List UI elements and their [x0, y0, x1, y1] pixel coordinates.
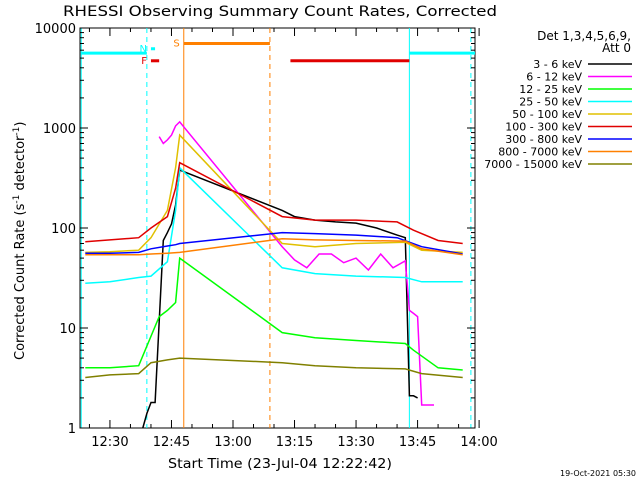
y-axis-label: Corrected Count Rate (s-1 detector-1) — [12, 122, 28, 360]
vertical-markers — [80, 28, 472, 428]
legend-label-7000-15000-kev: 7000 - 15000 keV — [484, 158, 582, 171]
legend-label-100-300-kev: 100 - 300 keV — [505, 121, 582, 134]
series-line-50-100-kev — [85, 133, 463, 254]
legend-label-3-6-kev: 3 - 6 keV — [533, 58, 582, 71]
chart-title: RHESSI Observing Summary Count Rates, Co… — [63, 4, 497, 20]
y-tick-label: 100 — [51, 222, 76, 237]
series-line-800-7000-kev — [85, 238, 463, 256]
x-tick-label: 13:45 — [399, 435, 436, 450]
annotation-label-s: S — [173, 38, 179, 49]
x-axis: 12:30 12:45 13:00 13:15 13:30 13:45 14:00 — [88, 28, 498, 450]
series-line-7000-15000-kev — [85, 357, 463, 379]
legend-header-line-1: Det 1,3,4,5,6,9, — [537, 29, 631, 43]
y-tick-label: 10000 — [35, 22, 76, 37]
legend-label-25-50-kev: 25 - 50 keV — [519, 96, 582, 109]
series-layer — [85, 120, 463, 429]
legend-label-6-12-kev: 6 - 12 keV — [526, 71, 582, 84]
y-tick-label: 1000 — [43, 122, 76, 137]
series-line-300-800-kev — [85, 231, 463, 255]
series-line-100-300-kev — [85, 161, 463, 245]
x-tick-label: 14:00 — [460, 435, 497, 450]
plot-frame — [79, 27, 476, 429]
series-line-3-6-kev — [142, 168, 418, 429]
series-line-25-50-kev — [85, 166, 463, 285]
y-tick-label: 1 — [68, 422, 76, 437]
generation-timestamp: 19-Oct-2021 05:30 — [560, 469, 636, 478]
annotation-label-f: F — [141, 56, 147, 67]
x-axis-label: Start Time (23-Jul-04 12:22:42) — [168, 457, 392, 472]
state-bars: FN S — [81, 38, 475, 67]
legend-label-800-7000-kev: 800 - 7000 keV — [498, 146, 582, 159]
y-tick-label: 10 — [59, 322, 76, 337]
plot-area — [79, 27, 476, 429]
y-axis: 1 10 100 1000 10000 — [35, 22, 475, 437]
legend-header-line-2: Att 0 — [602, 41, 631, 55]
legend-label-12-25-kev: 12 - 25 keV — [519, 83, 582, 96]
x-tick-label: 12:45 — [153, 435, 190, 450]
annotation-label-n: N — [139, 44, 146, 55]
x-tick-label: 13:30 — [337, 435, 374, 450]
series-line-12-25-kev — [85, 256, 463, 371]
x-tick-label: 13:00 — [214, 435, 251, 450]
series-line-6-12-kev — [158, 120, 434, 406]
legend-label-300-800-kev: 300 - 800 keV — [505, 133, 582, 146]
x-tick-label: 13:15 — [276, 435, 313, 450]
legend-label-50-100-kev: 50 - 100 keV — [512, 108, 582, 121]
x-tick-label: 12:30 — [91, 435, 128, 450]
